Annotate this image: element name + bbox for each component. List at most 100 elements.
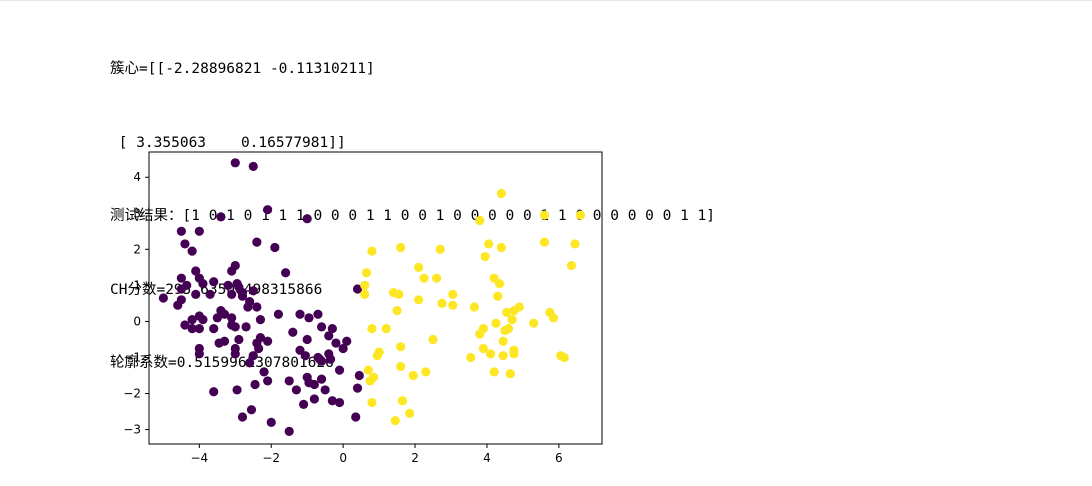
scatter-point-cluster-0: [324, 331, 334, 341]
test-result-line: 测试结果：[1 0 1 0 1 1 1 0 0 0 1 1 0 0 1 0 0 …: [110, 208, 716, 224]
scatter-point-cluster-1: [529, 318, 539, 328]
scatter-point-cluster-0: [209, 277, 219, 287]
scatter-point-cluster-1: [503, 324, 514, 334]
scatter-point-cluster-1: [428, 334, 438, 345]
scatter-point-cluster-0: [300, 351, 310, 361]
cluster-centers-line-1: 簇心=[[-2.28896821 -0.11310211]: [110, 61, 375, 77]
scatter-point-cluster-1: [392, 306, 402, 316]
scatter-point-cluster-0: [212, 313, 222, 323]
scatter-point-cluster-0: [241, 322, 251, 332]
scatter-point-cluster-1: [509, 306, 519, 316]
scatter-point-cluster-0: [198, 278, 208, 289]
scatter-point-cluster-1: [575, 210, 586, 220]
scatter-point-cluster-0: [209, 324, 219, 334]
scatter-point-cluster-1: [381, 324, 391, 334]
scatter-point-cluster-0: [176, 273, 186, 283]
scatter-point-cluster-1: [414, 262, 424, 272]
scatter-point-cluster-0: [313, 309, 323, 319]
scatter-point-cluster-0: [194, 324, 204, 334]
scatter-point-cluster-0: [316, 322, 327, 332]
scatter-point-cluster-1: [491, 318, 501, 328]
scatter-point-cluster-0: [354, 370, 364, 381]
scatter-point-cluster-0: [198, 315, 208, 325]
scatter-point-cluster-1: [360, 280, 370, 290]
scatter-point-cluster-0: [191, 289, 201, 299]
scatter-point-cluster-0: [252, 302, 262, 312]
scatter-point-cluster-1: [475, 329, 485, 339]
scatter-point-cluster-0: [237, 291, 248, 301]
scatter-point-cluster-0: [320, 385, 330, 395]
scatter-point-cluster-1: [396, 242, 406, 253]
scatter-point-cluster-0: [230, 158, 240, 168]
scatter-plot: −4 −2 0 2 4 6 −3 −2 −1 0 1 2 3 4: [123, 151, 603, 465]
scatter-point-cluster-0: [230, 322, 240, 332]
scatter-point-cluster-1: [466, 352, 476, 363]
x-tick-label: −2: [262, 451, 280, 465]
scatter-point-cluster-0: [234, 334, 244, 345]
scatter-point-cluster-1: [396, 361, 406, 372]
scatter-point-cluster-1: [502, 307, 512, 318]
scatter-point-cluster-0: [255, 315, 266, 325]
scatter-point-cluster-0: [270, 242, 280, 253]
scatter-point-cluster-1: [405, 408, 415, 418]
scatter-point-cluster-1: [478, 343, 488, 354]
x-tick-label: −4: [190, 451, 208, 465]
scatter-point-cluster-1: [570, 239, 580, 249]
scatter-point-cluster-0: [227, 313, 237, 323]
scatter-point-cluster-1: [448, 300, 458, 310]
scatter-point-cluster-1: [408, 370, 418, 381]
scatter-point-cluster-0: [284, 376, 294, 386]
scatter-point-cluster-0: [316, 356, 327, 366]
scatter-point-cluster-0: [309, 394, 319, 404]
scatter-point-cluster-0: [191, 266, 201, 276]
scatter-point-cluster-0: [309, 379, 319, 390]
scatter-point-cluster-1: [435, 244, 445, 254]
scatter-point-cluster-0: [302, 334, 312, 345]
scatter-point-cluster-0: [316, 374, 327, 384]
scatter-point-cluster-1: [448, 289, 458, 299]
scatter-point-cluster-0: [263, 376, 273, 386]
scatter-point-cluster-1: [485, 349, 496, 359]
scatter-point-cluster-1: [363, 365, 373, 375]
scatter-point-cluster-0: [351, 412, 361, 422]
scatter-point-cluster-0: [187, 324, 197, 334]
scatter-point-cluster-0: [273, 309, 284, 319]
scatter-point-cluster-0: [295, 309, 305, 319]
scatter-point-cluster-1: [480, 251, 490, 262]
scatter-point-cluster-1: [475, 215, 485, 226]
scatter-point-cluster-1: [559, 352, 569, 363]
scatter-point-cluster-0: [252, 338, 262, 348]
scatter-point-cluster-1: [498, 336, 508, 346]
scatter-point-cluster-1: [361, 268, 372, 278]
scatter-point-cluster-0: [263, 336, 273, 346]
y-tick-label: 3: [133, 206, 141, 220]
y-tick-label: 4: [133, 170, 141, 184]
scatter-point-cluster-0: [248, 286, 258, 296]
scatter-point-cluster-0: [298, 399, 309, 409]
scatter-point-cluster-1: [419, 273, 429, 283]
scatter-point-cluster-0: [327, 396, 337, 406]
x-tick-label: 6: [555, 451, 563, 465]
scatter-point-cluster-0: [194, 226, 204, 236]
cell-output-text: 簇心=[[-2.28896821 -0.11310211] [ 3.355063…: [110, 8, 715, 400]
plot-frame: [148, 151, 603, 445]
scatter-point-cluster-0: [248, 351, 258, 361]
scatter-point-cluster-0: [237, 412, 248, 422]
scatter-point-cluster-1: [469, 302, 479, 312]
scatter-point-cluster-1: [367, 324, 377, 334]
scatter-point-cluster-0: [194, 349, 204, 359]
scatter-point-cluster-0: [334, 397, 345, 408]
scatter-point-cluster-0: [243, 302, 253, 312]
scatter-point-cluster-1: [494, 278, 505, 289]
scatter-point-cluster-0: [266, 417, 276, 427]
scatter-point-cluster-1: [372, 351, 382, 361]
scatter-point-cluster-0: [342, 336, 352, 346]
scatter-point-cluster-0: [214, 338, 224, 348]
scatter-point-cluster-1: [496, 188, 506, 199]
scatter-point-cluster-1: [493, 291, 503, 301]
scatter-point-cluster-0: [216, 212, 226, 222]
scatter-point-cluster-1: [414, 295, 424, 305]
scatter-point-cluster-0: [227, 266, 237, 276]
scatter-point-cluster-0: [219, 309, 230, 319]
scatter-point-cluster-0: [352, 284, 363, 294]
